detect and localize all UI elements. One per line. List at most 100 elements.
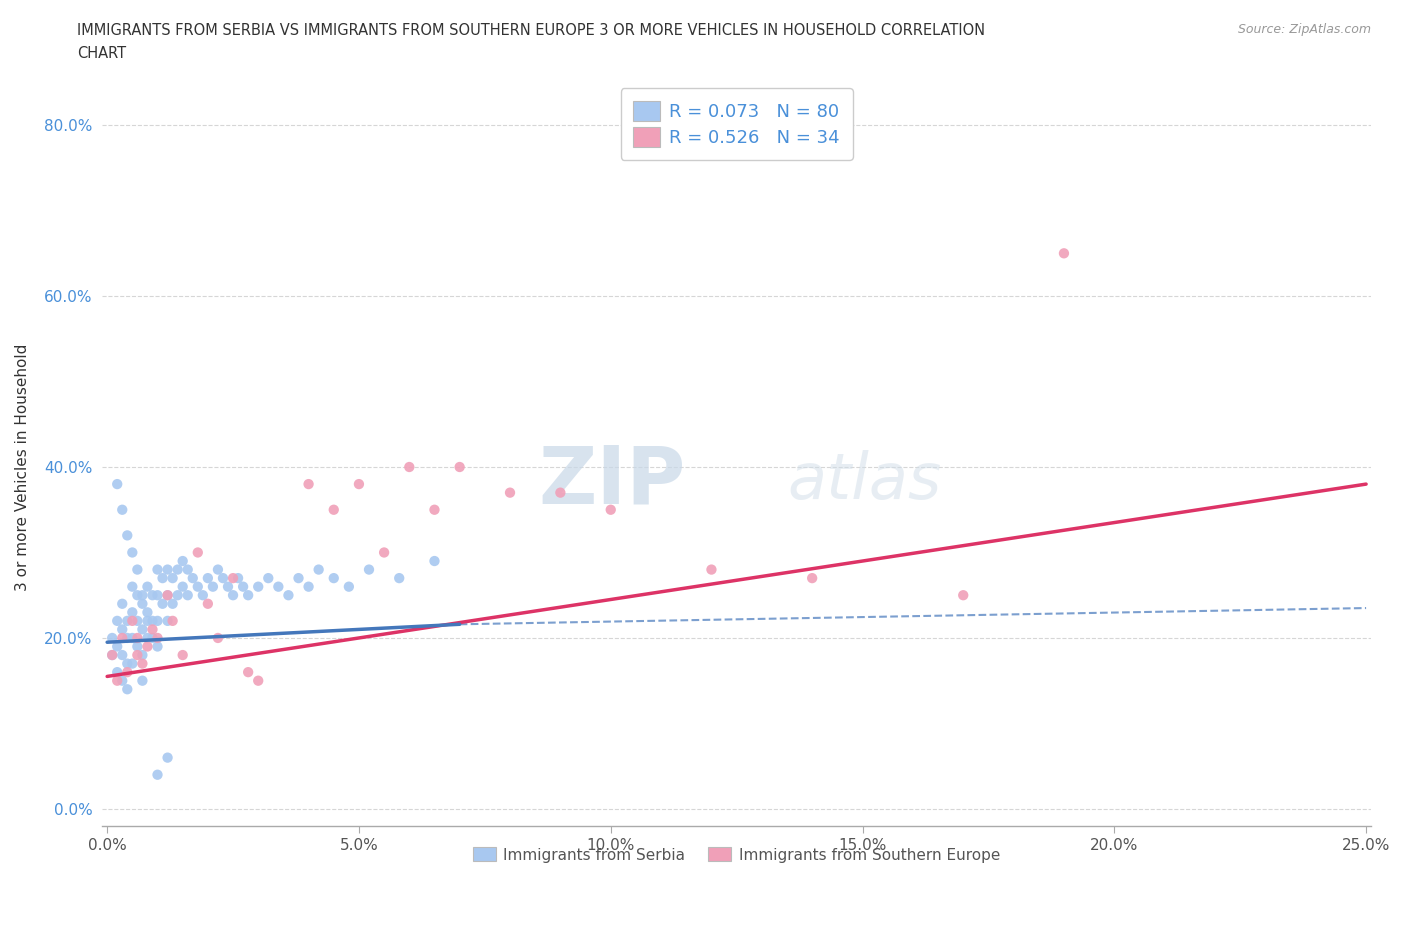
Point <box>131 596 153 611</box>
Text: atlas: atlas <box>787 450 942 512</box>
Point <box>172 553 194 568</box>
Point <box>121 657 143 671</box>
Point <box>127 639 149 654</box>
Point <box>187 579 209 594</box>
Point <box>121 614 143 629</box>
Point <box>156 562 179 577</box>
Point <box>277 588 299 603</box>
Text: IMMIGRANTS FROM SERBIA VS IMMIGRANTS FROM SOUTHERN EUROPE 3 OR MORE VEHICLES IN : IMMIGRANTS FROM SERBIA VS IMMIGRANTS FRO… <box>77 23 986 38</box>
Point <box>121 631 143 645</box>
Point <box>550 485 572 500</box>
Text: CHART: CHART <box>77 46 127 61</box>
Point <box>117 665 139 680</box>
Point <box>131 588 153 603</box>
Point <box>121 604 143 619</box>
Point <box>105 673 128 688</box>
Point <box>136 631 159 645</box>
Point <box>121 579 143 594</box>
Point <box>177 588 200 603</box>
Point <box>141 631 163 645</box>
Point <box>217 579 239 594</box>
Point <box>146 639 169 654</box>
Point <box>127 562 149 577</box>
Point <box>297 579 319 594</box>
Point <box>257 571 280 586</box>
Point <box>127 647 149 662</box>
Point <box>136 579 159 594</box>
Point <box>247 579 270 594</box>
Legend: Immigrants from Serbia, Immigrants from Southern Europe: Immigrants from Serbia, Immigrants from … <box>467 842 1007 869</box>
Point <box>357 562 380 577</box>
Point <box>700 562 723 577</box>
Point <box>322 502 344 517</box>
Point <box>373 545 395 560</box>
Point <box>156 751 179 765</box>
Point <box>1053 246 1076 260</box>
Point <box>152 571 174 586</box>
Point <box>111 622 134 637</box>
Point <box>449 459 471 474</box>
Point <box>105 614 128 629</box>
Text: Source: ZipAtlas.com: Source: ZipAtlas.com <box>1237 23 1371 36</box>
Point <box>121 545 143 560</box>
Point <box>105 665 128 680</box>
Point <box>136 614 159 629</box>
Point <box>141 588 163 603</box>
Point <box>423 502 446 517</box>
Point <box>105 639 128 654</box>
Point <box>117 631 139 645</box>
Point <box>172 647 194 662</box>
Point <box>222 571 245 586</box>
Point <box>136 639 159 654</box>
Point <box>162 596 184 611</box>
Point <box>141 622 163 637</box>
Point <box>499 485 522 500</box>
Point <box>141 614 163 629</box>
Point <box>423 553 446 568</box>
Point <box>247 673 270 688</box>
Point <box>236 588 259 603</box>
Point <box>117 657 139 671</box>
Y-axis label: 3 or more Vehicles in Household: 3 or more Vehicles in Household <box>15 343 30 591</box>
Point <box>297 477 319 492</box>
Point <box>287 571 309 586</box>
Point <box>111 631 134 645</box>
Point <box>146 631 169 645</box>
Point <box>172 579 194 594</box>
Point <box>191 588 214 603</box>
Point <box>166 588 188 603</box>
Point <box>101 647 124 662</box>
Point <box>146 562 169 577</box>
Point <box>156 614 179 629</box>
Point <box>146 614 169 629</box>
Point <box>197 571 219 586</box>
Point <box>117 528 139 543</box>
Point <box>127 588 149 603</box>
Point <box>197 596 219 611</box>
Point <box>207 631 229 645</box>
Point <box>105 477 128 492</box>
Point <box>207 562 229 577</box>
Point <box>201 579 224 594</box>
Point <box>952 588 974 603</box>
Point <box>162 571 184 586</box>
Point <box>111 647 134 662</box>
Point <box>177 562 200 577</box>
Point <box>166 562 188 577</box>
Point <box>111 673 134 688</box>
Text: ZIP: ZIP <box>538 443 686 521</box>
Point <box>146 767 169 782</box>
Point <box>599 502 621 517</box>
Point <box>322 571 344 586</box>
Point <box>111 502 134 517</box>
Point <box>267 579 290 594</box>
Point <box>181 571 204 586</box>
Point <box>146 588 169 603</box>
Point <box>127 631 149 645</box>
Point <box>801 571 824 586</box>
Point <box>162 614 184 629</box>
Point <box>222 588 245 603</box>
Point <box>212 571 235 586</box>
Point <box>131 657 153 671</box>
Point <box>117 682 139 697</box>
